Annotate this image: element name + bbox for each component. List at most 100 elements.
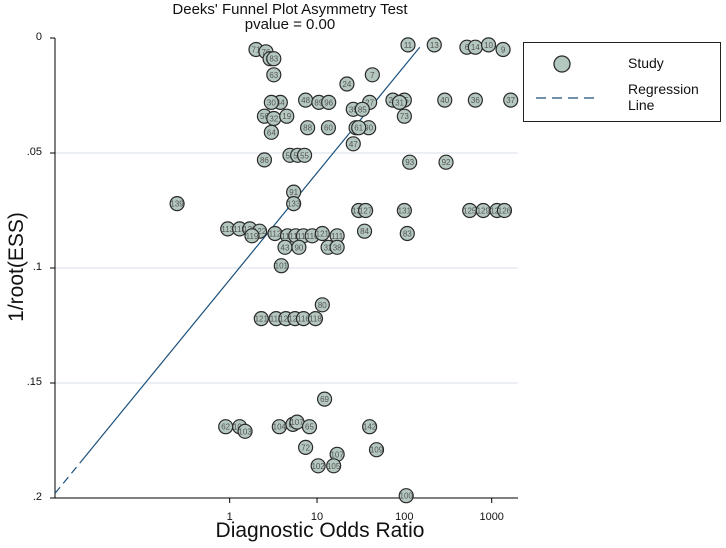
study-label: 113 [221,225,234,234]
study-label: 123 [279,315,293,324]
legend-study-marker [553,55,571,73]
study-point: 84 [356,223,373,239]
study-marker [362,419,378,435]
study-label: 6 [465,43,470,52]
study-label: 111 [331,232,344,241]
study-label: 122 [253,227,267,236]
study-marker [237,423,253,439]
study-marker [467,92,483,108]
study-label: 118 [233,225,246,234]
study-label: 31 [395,98,404,107]
study-marker [495,41,511,58]
study-marker [169,196,185,212]
y-axis-label: 1/root(ESS) [5,212,28,322]
study-label: 19 [282,112,291,121]
x-tick-label: 100 [395,511,414,523]
study-marker [273,258,289,274]
study-marker [402,154,418,170]
study-label: 48 [301,96,310,105]
x-tick-label: 1000 [479,511,504,523]
regression-line-dashed [54,457,85,494]
study-label: 126 [498,207,512,216]
study-marker [299,120,316,136]
study-label: 80 [318,301,327,310]
study-label: 84 [360,227,369,236]
x-axis-label: Diagnostic Odds Ratio [215,519,425,542]
study-label: 56 [260,112,269,121]
study-point: 7 [364,67,380,83]
study-marker [396,108,412,124]
study-point: 47 [345,136,361,152]
study-marker [396,202,412,219]
study-label: 27 [365,98,374,107]
study-label: 107 [290,418,304,427]
study-label: 9 [501,46,506,55]
study-label: 69 [320,395,329,404]
study-point: 105 [326,458,342,474]
study-point: 13 [426,37,442,53]
study-label: 142 [363,423,377,432]
study-label: 14 [471,43,480,52]
study-label: 104 [273,423,287,432]
study-point: 48 [298,92,314,108]
study-point: 142 [362,419,378,435]
study-label: 43 [281,243,290,252]
study-point: 32 [266,110,282,127]
study-point: 101 [273,258,289,274]
study-point: 64 [263,124,279,140]
study-label: 65 [305,423,314,432]
study-label: 11 [404,41,413,50]
study-point: 36 [467,92,483,108]
study-point: 92 [438,154,454,170]
study-marker [279,108,295,124]
study-point: 119 [244,228,260,244]
study-label: 7 [370,71,375,80]
study-marker [314,225,330,242]
study-point: 125 [462,202,478,219]
study-point: 118 [307,311,324,327]
study-marker [321,94,337,111]
study-point: 62 [218,419,234,435]
study-label: 124 [288,315,302,324]
study-label: 10 [484,41,493,50]
study-point: 61 [351,120,367,136]
study-point: 90 [291,239,307,255]
study-label: 115 [270,315,283,324]
study-point: 55 [296,147,313,163]
study-point: 72 [298,439,314,455]
study-label: 100 [400,492,414,501]
study-label: 109 [370,446,384,455]
study-point: 86 [256,152,273,168]
study-label: 86 [260,156,269,165]
study-label: 83 [403,230,412,239]
study-label: 107 [330,450,344,459]
study-point: 80 [314,297,330,313]
study-marker [296,147,313,163]
study-label: 105 [327,462,341,471]
study-label: 64 [267,128,276,137]
study-marker [291,239,307,255]
study-point: 11 [400,37,416,53]
study-point: 88 [299,120,316,136]
study-label: 91 [289,188,298,197]
study-label: 112 [269,230,282,239]
study-point: 103 [237,423,253,439]
study-point: 96 [321,94,337,111]
study-point: 9 [495,41,511,58]
study-label: 129 [477,207,491,216]
study-marker [244,228,260,244]
study-marker [298,439,314,455]
study-label: 35 [349,105,358,114]
study-label: 116 [297,232,310,241]
study-point: 109 [368,442,385,458]
study-point: 104 [271,419,287,435]
study-marker [364,67,380,83]
study-label: 24 [342,80,351,89]
study-label: 83 [269,55,278,64]
legend-study-label: Study [628,55,664,71]
study-point: 60 [320,120,337,136]
study-label: 36 [471,96,480,105]
study-label: 116 [297,315,310,324]
study-point: 30 [263,94,279,111]
